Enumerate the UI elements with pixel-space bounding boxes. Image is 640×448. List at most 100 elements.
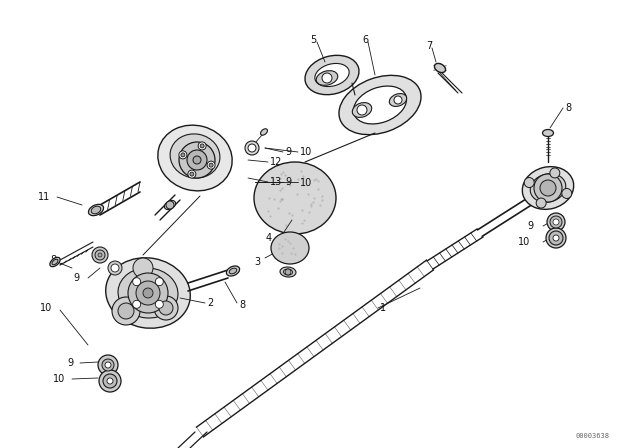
Text: 8: 8 (565, 103, 571, 113)
Ellipse shape (316, 71, 338, 85)
Circle shape (128, 273, 168, 313)
Circle shape (553, 219, 559, 225)
Circle shape (549, 231, 563, 245)
Ellipse shape (260, 129, 268, 135)
Circle shape (179, 142, 215, 178)
Circle shape (190, 172, 194, 176)
Circle shape (248, 144, 256, 152)
Text: 8: 8 (239, 300, 245, 310)
Circle shape (112, 297, 140, 325)
Ellipse shape (530, 174, 566, 202)
Ellipse shape (305, 55, 359, 95)
Text: 10: 10 (52, 374, 65, 384)
Circle shape (193, 156, 201, 164)
Circle shape (188, 170, 196, 178)
Text: 3: 3 (254, 257, 260, 267)
Ellipse shape (227, 266, 239, 276)
Circle shape (132, 278, 141, 286)
Text: 00003638: 00003638 (576, 433, 610, 439)
Circle shape (133, 258, 153, 278)
Circle shape (179, 151, 187, 159)
Circle shape (156, 278, 163, 286)
Circle shape (394, 96, 402, 104)
Circle shape (245, 141, 259, 155)
Ellipse shape (389, 94, 406, 107)
Ellipse shape (164, 200, 175, 210)
Ellipse shape (543, 129, 554, 137)
Circle shape (136, 281, 160, 305)
Circle shape (540, 180, 556, 196)
Ellipse shape (352, 103, 372, 117)
Text: 10: 10 (518, 237, 530, 247)
Circle shape (209, 163, 213, 167)
Ellipse shape (435, 64, 445, 73)
Circle shape (92, 247, 108, 263)
Circle shape (154, 296, 178, 320)
Text: 5: 5 (310, 35, 316, 45)
Text: 10: 10 (40, 303, 52, 313)
Text: 9: 9 (528, 221, 534, 231)
Text: 9: 9 (285, 177, 291, 187)
Text: 11: 11 (38, 192, 50, 202)
Ellipse shape (339, 75, 421, 135)
Circle shape (166, 201, 174, 209)
Ellipse shape (92, 206, 100, 214)
Circle shape (322, 73, 332, 83)
Circle shape (207, 161, 215, 169)
Ellipse shape (229, 268, 237, 274)
Ellipse shape (280, 267, 296, 277)
Circle shape (534, 174, 562, 202)
Circle shape (95, 250, 105, 260)
Ellipse shape (50, 257, 60, 267)
Text: 9: 9 (74, 273, 80, 283)
Circle shape (550, 168, 560, 178)
Circle shape (118, 303, 134, 319)
Circle shape (111, 264, 119, 272)
Ellipse shape (254, 162, 336, 234)
Circle shape (547, 213, 565, 231)
Circle shape (159, 301, 173, 315)
Text: 1: 1 (380, 303, 386, 313)
Ellipse shape (522, 167, 573, 209)
Circle shape (198, 142, 206, 150)
Circle shape (285, 269, 291, 275)
Text: 9: 9 (67, 358, 73, 368)
Circle shape (98, 253, 102, 257)
Circle shape (108, 261, 122, 275)
Ellipse shape (158, 125, 232, 191)
Circle shape (536, 198, 546, 208)
Ellipse shape (52, 259, 58, 265)
Ellipse shape (284, 269, 292, 275)
Circle shape (524, 177, 534, 188)
Circle shape (562, 189, 572, 198)
Ellipse shape (88, 204, 104, 215)
Circle shape (357, 105, 367, 115)
Text: 13: 13 (270, 177, 282, 187)
Circle shape (98, 355, 118, 375)
Text: 12: 12 (270, 157, 282, 167)
Text: 4: 4 (266, 233, 272, 243)
Ellipse shape (106, 258, 190, 328)
Text: 10: 10 (300, 178, 312, 188)
Circle shape (181, 153, 185, 157)
Circle shape (553, 235, 559, 241)
Circle shape (156, 300, 163, 308)
Text: 7: 7 (426, 41, 432, 51)
Circle shape (102, 359, 114, 371)
Circle shape (546, 228, 566, 248)
Circle shape (103, 374, 117, 388)
Ellipse shape (118, 268, 178, 318)
Ellipse shape (271, 232, 309, 264)
Circle shape (132, 300, 141, 308)
Text: 6: 6 (362, 35, 368, 45)
Ellipse shape (315, 64, 349, 86)
Circle shape (105, 362, 111, 368)
Ellipse shape (170, 134, 220, 178)
Circle shape (550, 216, 562, 228)
Circle shape (187, 150, 207, 170)
Circle shape (99, 370, 121, 392)
Text: 9: 9 (285, 147, 291, 157)
Text: 2: 2 (207, 298, 213, 308)
Text: 8: 8 (50, 255, 56, 265)
Circle shape (200, 144, 204, 148)
